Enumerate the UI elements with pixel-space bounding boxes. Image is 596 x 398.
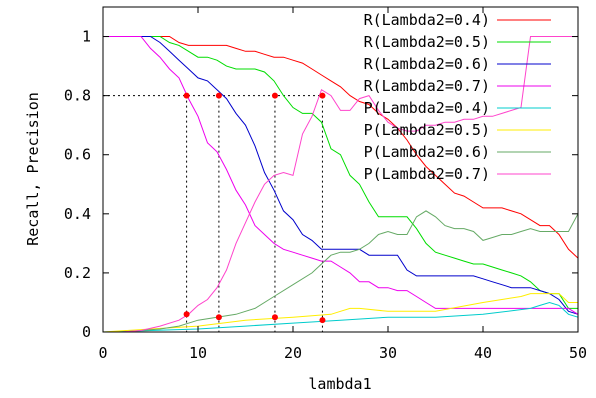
legend-label-1: R(Lambda2=0.5) [364,33,490,51]
series-line-6 [103,210,579,333]
legend-label-0: R(Lambda2=0.4) [364,11,490,29]
recall-marker [271,92,278,99]
precision-marker [215,314,222,321]
x-tick-label: 10 [189,344,207,362]
legend-label-2: R(Lambda2=0.6) [364,55,490,73]
y-tick-label: 0.8 [64,87,91,105]
y-axis-title: Recall, Precision [24,92,42,246]
y-tick-label: 0.4 [64,205,91,223]
axes: 0 10 20 30 40 50 0 0.2 0.4 0.6 0.8 1 [64,7,587,362]
series-line-0 [103,36,579,259]
legend-label-3: R(Lambda2=0.7) [364,77,490,95]
recall-marker [319,92,326,99]
x-tick-label: 30 [379,344,397,362]
plot-frame [102,6,579,333]
plot-area [102,36,579,333]
precision-marker [271,314,278,321]
series-line-7 [103,36,578,333]
series-line-4 [102,301,579,333]
legend: R(Lambda2=0.4) R(Lambda2=0.5) R(Lambda2=0.… [364,11,551,183]
x-axis-title: lambda1 [308,375,371,393]
y-tick-label: 0.6 [64,146,91,164]
series-line-3 [103,36,579,315]
precision-marker [319,317,326,324]
x-tick-label: 50 [569,344,587,362]
y-tick-label: 0.2 [64,264,91,282]
precision-marker [183,311,190,318]
y-tick-label: 0 [82,323,91,341]
recall-marker [183,92,190,99]
series-line-5 [102,293,578,333]
legend-label-6: P(Lambda2=0.6) [364,143,490,161]
x-tick-label: 0 [98,344,107,362]
x-tick-label: 40 [474,344,492,362]
legend-label-7: P(Lambda2=0.7) [364,165,490,183]
legend-label-5: P(Lambda2=0.5) [364,121,490,139]
recall-marker [215,92,222,99]
legend-label-4: P(Lambda2=0.4) [364,99,490,117]
y-tick-label: 1 [82,28,91,46]
series-line-2 [103,36,579,315]
series-line-1 [103,36,578,309]
x-tick-label: 20 [284,344,302,362]
